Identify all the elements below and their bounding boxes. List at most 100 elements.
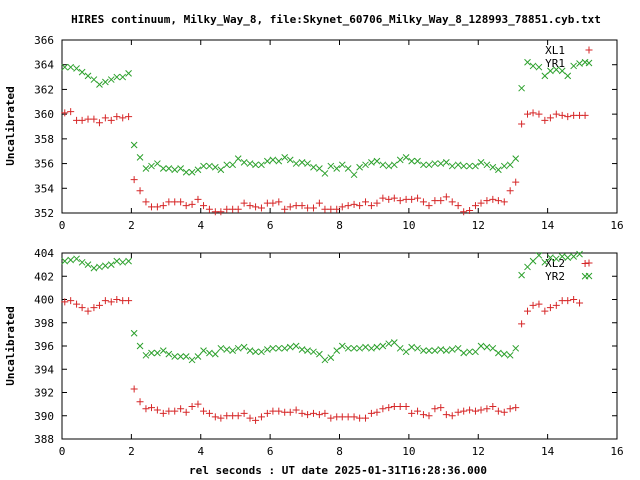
data-point <box>518 271 525 279</box>
data-point <box>217 344 225 352</box>
data-point <box>107 76 115 83</box>
data-point <box>159 165 167 172</box>
data-point <box>102 262 109 270</box>
data-point <box>200 407 208 415</box>
x-tick-label: 6 <box>267 445 274 458</box>
data-point <box>460 349 468 357</box>
data-point <box>84 261 92 268</box>
data-point <box>541 116 549 124</box>
y-tick-label: 362 <box>34 83 54 96</box>
data-point <box>130 176 138 184</box>
data-point <box>229 161 237 169</box>
data-point <box>564 113 572 121</box>
data-point <box>78 304 86 312</box>
data-point <box>558 253 566 260</box>
data-point <box>78 258 86 266</box>
data-point <box>350 171 358 179</box>
data-point <box>113 257 121 265</box>
data-point <box>362 343 369 351</box>
data-point <box>171 407 179 415</box>
data-point <box>101 297 109 305</box>
data-point <box>321 356 329 364</box>
data-point <box>408 157 416 165</box>
data-point <box>119 114 127 122</box>
data-point <box>356 414 364 422</box>
data-point <box>223 412 231 420</box>
data-point <box>84 72 92 80</box>
data-point <box>269 199 277 207</box>
data-point <box>84 307 92 315</box>
data-point <box>494 407 502 415</box>
data-point <box>153 203 161 211</box>
data-point <box>471 407 479 415</box>
data-point <box>338 413 346 421</box>
data-point <box>564 72 572 80</box>
y-tick-label: 396 <box>34 340 54 353</box>
x-tick-label: 8 <box>336 219 343 232</box>
data-point <box>321 170 329 177</box>
data-point <box>379 194 387 202</box>
data-point <box>489 402 497 410</box>
data-point <box>298 409 306 417</box>
data-point <box>252 161 259 169</box>
data-point <box>292 342 300 350</box>
data-point <box>182 408 190 416</box>
data-point <box>165 165 173 172</box>
data-point <box>419 198 427 206</box>
data-point <box>448 162 456 170</box>
data-point <box>396 156 404 164</box>
data-point <box>154 160 161 167</box>
data-point <box>356 163 363 171</box>
data-point <box>431 160 439 167</box>
data-point <box>414 157 421 165</box>
plot-frame <box>61 252 618 440</box>
data-point <box>414 194 422 202</box>
data-point <box>148 162 155 170</box>
data-point <box>356 202 364 210</box>
data-point <box>194 353 202 360</box>
data-point <box>471 202 479 210</box>
data-point <box>390 161 398 169</box>
data-point <box>67 108 75 116</box>
data-point <box>483 161 491 169</box>
data-point <box>316 350 323 358</box>
data-point <box>466 348 473 356</box>
data-point <box>73 255 80 263</box>
data-point <box>541 72 549 80</box>
data-point <box>437 346 445 353</box>
y-tick-label: 364 <box>34 59 54 72</box>
data-point <box>286 203 294 211</box>
y-tick-label: 394 <box>34 363 54 376</box>
data-point <box>506 161 514 169</box>
data-point <box>472 162 479 170</box>
data-point <box>223 161 231 169</box>
data-point <box>466 406 474 414</box>
data-point <box>442 193 450 201</box>
data-point <box>564 297 572 305</box>
series-yr1 <box>61 58 589 179</box>
data-point <box>420 347 427 355</box>
data-point <box>431 405 439 413</box>
data-point <box>333 165 341 172</box>
data-point <box>344 344 352 352</box>
data-point <box>512 155 520 162</box>
legend-label-yr2: YR2 <box>545 270 565 283</box>
data-point <box>286 343 294 351</box>
data-point <box>477 199 485 207</box>
data-point <box>327 162 335 170</box>
data-point <box>269 344 277 352</box>
data-point <box>211 163 219 171</box>
data-point <box>420 161 427 169</box>
data-point <box>581 111 589 119</box>
data-point <box>292 202 300 210</box>
data-point <box>194 166 202 174</box>
data-point <box>344 413 352 421</box>
data-point <box>211 413 219 421</box>
data-point <box>252 348 259 356</box>
data-point <box>535 300 543 308</box>
data-point <box>171 198 179 206</box>
data-point <box>61 63 69 71</box>
data-point <box>154 349 161 357</box>
legend-marker-xl1 <box>585 46 593 54</box>
